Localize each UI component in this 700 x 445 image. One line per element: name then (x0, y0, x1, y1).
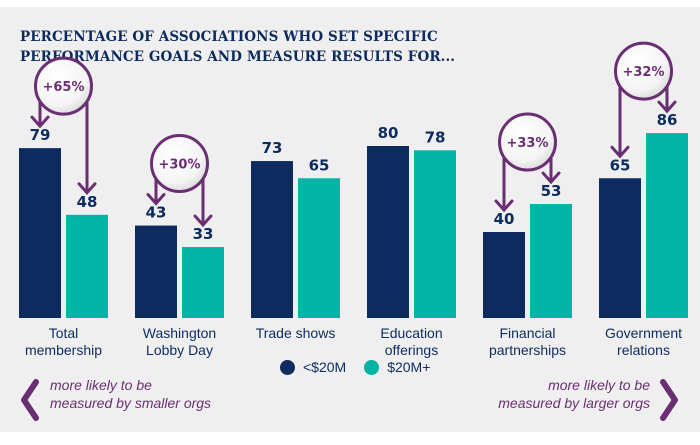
bar-large-5 (646, 133, 688, 318)
annotation-percent-label: +65% (42, 80, 84, 95)
legend-swatch-small (280, 359, 295, 375)
note-right-line2: measured by larger orgs (498, 395, 650, 411)
value-label: 86 (657, 111, 678, 129)
annotation-circle (498, 112, 557, 172)
category-label: relations (617, 342, 670, 358)
arrow-down-icon (30, 115, 50, 129)
note-larger-orgs: more likely to be measured by larger org… (498, 376, 650, 412)
arrow-down-icon (657, 100, 677, 114)
value-label: 43 (146, 204, 167, 222)
category-label: offerings (385, 342, 438, 358)
arrow-down-icon (610, 145, 630, 159)
category-label: partnerships (489, 342, 566, 358)
legend-item-small: <$20M (280, 359, 346, 375)
annotation-circle (150, 134, 209, 194)
note-right-line1: more likely to be (548, 377, 650, 393)
chevron-left-icon (21, 379, 39, 421)
chevron-right-icon (660, 379, 678, 421)
legend-item-large: $20M+ (364, 359, 430, 375)
category-label: Trade shows (256, 325, 336, 341)
category-label: Financial (499, 325, 555, 341)
value-label: 80 (378, 124, 399, 142)
annotation-percent-label: +30% (158, 158, 200, 173)
category-label: Government (605, 325, 682, 341)
bar-small-5 (599, 178, 641, 318)
legend: <$20M $20M+ (280, 359, 440, 375)
chart-panel (0, 7, 700, 432)
category-label: Washington (143, 325, 216, 341)
annotation-percent-label: +33% (506, 136, 548, 151)
bar-large-1 (182, 247, 224, 318)
category-label: membership (25, 342, 102, 358)
value-label: 65 (610, 156, 631, 174)
annotation-circle (614, 41, 673, 101)
bar-small-3 (367, 146, 409, 318)
legend-swatch-large (364, 359, 380, 375)
category-label: Total (49, 325, 79, 341)
annotation-circle (34, 56, 93, 116)
chart-title: PERCENTAGE OF ASSOCIATIONS WHO SET SPECI… (20, 29, 456, 65)
value-label: 78 (425, 128, 446, 146)
arrow-down-icon (193, 214, 213, 228)
legend-label-small: <$20M (303, 359, 347, 375)
category-label: Education (380, 325, 442, 341)
bar-large-2 (298, 178, 340, 318)
bar-large-0 (66, 214, 108, 318)
bar-small-1 (135, 225, 177, 318)
bar-large-3 (414, 150, 456, 318)
note-left-line2: measured by smaller orgs (50, 395, 212, 411)
arrow-down-icon (146, 193, 166, 206)
legend-label-large: $20M+ (387, 359, 431, 375)
category-label: Lobby Day (146, 342, 213, 358)
arrow-down-icon (494, 199, 514, 213)
bar-large-4 (530, 204, 572, 318)
value-label: 79 (30, 126, 51, 144)
arrow-down-icon (77, 182, 97, 196)
arrow-down-icon (541, 171, 561, 185)
annotation-percent-label: +32% (622, 65, 664, 80)
note-smaller-orgs: more likely to be measured by smaller or… (50, 376, 211, 412)
bar-small-0 (19, 148, 61, 318)
value-label: 73 (262, 139, 283, 157)
value-label: 65 (309, 156, 330, 174)
value-label: 53 (541, 182, 562, 200)
value-label: 33 (193, 225, 214, 243)
bar-small-4 (483, 232, 525, 318)
note-left-line1: more likely to be (50, 377, 152, 393)
bar-small-2 (251, 161, 293, 318)
value-label: 48 (77, 193, 98, 211)
value-label: 40 (494, 210, 515, 228)
